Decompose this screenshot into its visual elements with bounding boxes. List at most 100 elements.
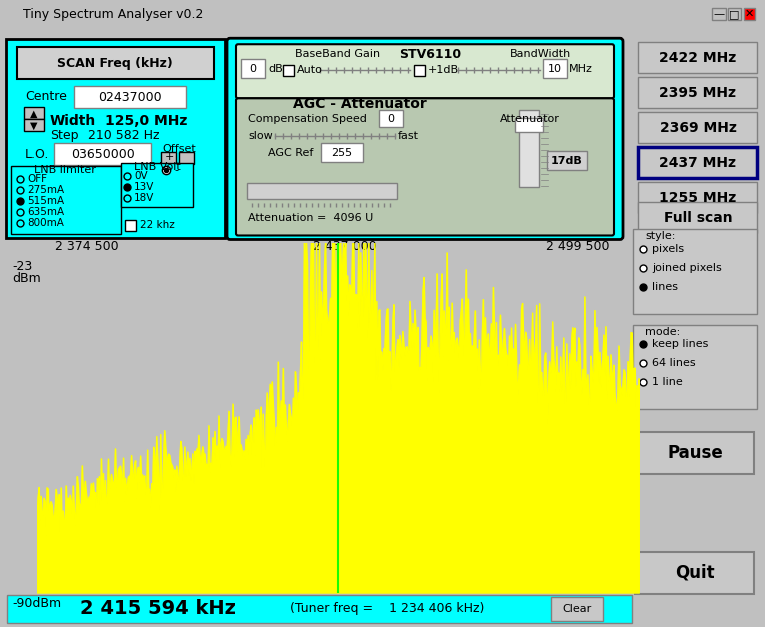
Text: 2369 MHz: 2369 MHz	[659, 122, 737, 135]
Text: 800mA: 800mA	[27, 218, 63, 228]
FancyBboxPatch shape	[284, 65, 295, 76]
Text: Attenuation =  4096 U: Attenuation = 4096 U	[248, 213, 373, 223]
Text: +: +	[164, 152, 174, 162]
Text: 18V: 18V	[134, 194, 155, 203]
Text: Tiny Spectrum Analyser v0.2: Tiny Spectrum Analyser v0.2	[23, 8, 203, 21]
Text: 255: 255	[331, 149, 353, 159]
Text: Clear: Clear	[562, 604, 591, 614]
Text: 0V: 0V	[134, 171, 148, 181]
Text: LNB limiter: LNB limiter	[34, 166, 96, 176]
Text: 0: 0	[249, 65, 256, 74]
FancyBboxPatch shape	[6, 40, 225, 238]
Text: lines: lines	[652, 282, 678, 292]
FancyBboxPatch shape	[7, 595, 632, 623]
Text: Centre: Centre	[25, 90, 67, 103]
Text: L.O.: L.O.	[25, 148, 50, 161]
FancyBboxPatch shape	[24, 119, 44, 131]
Text: 1 line: 1 line	[652, 377, 682, 387]
Text: —: —	[714, 9, 724, 19]
FancyBboxPatch shape	[551, 597, 603, 621]
FancyBboxPatch shape	[74, 87, 186, 108]
FancyBboxPatch shape	[125, 220, 136, 231]
FancyBboxPatch shape	[543, 60, 567, 78]
Text: -90dBm: -90dBm	[12, 598, 61, 611]
Text: 125,0 MHz: 125,0 MHz	[105, 114, 187, 129]
FancyBboxPatch shape	[635, 552, 754, 594]
Text: LNB Volt: LNB Volt	[134, 162, 181, 172]
Text: 2 415 594 kHz: 2 415 594 kHz	[80, 599, 236, 618]
Text: Attenuator: Attenuator	[500, 114, 560, 124]
Text: 02437000: 02437000	[98, 91, 162, 104]
Text: 515mA: 515mA	[27, 196, 64, 206]
Text: fast: fast	[398, 132, 419, 141]
FancyBboxPatch shape	[415, 65, 425, 76]
Text: Width: Width	[50, 114, 96, 129]
Text: AGC Ref: AGC Ref	[268, 149, 314, 159]
Text: 2395 MHz: 2395 MHz	[659, 87, 737, 100]
Text: 210 582 Hz: 210 582 Hz	[88, 129, 159, 142]
Text: MHz: MHz	[569, 65, 593, 74]
Text: slow: slow	[248, 132, 273, 141]
Text: AGC - Attenuator: AGC - Attenuator	[293, 97, 427, 112]
FancyBboxPatch shape	[633, 229, 757, 314]
Text: ▲: ▲	[31, 108, 37, 119]
FancyBboxPatch shape	[180, 152, 194, 164]
Text: (Tuner freq =    1 234 406 kHz): (Tuner freq = 1 234 406 kHz)	[290, 603, 484, 616]
FancyBboxPatch shape	[161, 152, 177, 164]
Text: pixels: pixels	[652, 243, 684, 253]
FancyBboxPatch shape	[515, 119, 543, 132]
Text: BandWidth: BandWidth	[510, 50, 571, 59]
FancyBboxPatch shape	[547, 151, 587, 171]
Text: ✕: ✕	[745, 9, 754, 19]
FancyBboxPatch shape	[241, 60, 265, 78]
FancyBboxPatch shape	[54, 144, 151, 166]
FancyBboxPatch shape	[638, 182, 757, 213]
FancyBboxPatch shape	[236, 98, 614, 236]
Text: 03650000: 03650000	[71, 148, 135, 161]
Text: Full scan: Full scan	[664, 211, 732, 226]
Text: 2 499 500: 2 499 500	[546, 240, 610, 253]
Text: OFF: OFF	[27, 174, 47, 184]
Text: mode:: mode:	[645, 327, 680, 337]
Text: 635mA: 635mA	[27, 208, 64, 218]
Text: Step: Step	[50, 129, 79, 142]
FancyBboxPatch shape	[11, 166, 121, 234]
FancyBboxPatch shape	[638, 112, 757, 144]
FancyBboxPatch shape	[638, 42, 757, 73]
FancyBboxPatch shape	[17, 47, 214, 79]
Text: BaseBand Gain: BaseBand Gain	[295, 50, 380, 59]
Text: SCAN Freq (kHz): SCAN Freq (kHz)	[57, 57, 173, 70]
FancyBboxPatch shape	[519, 110, 539, 187]
Text: -23: -23	[12, 260, 32, 273]
Text: 2 374 500: 2 374 500	[55, 240, 119, 253]
FancyBboxPatch shape	[121, 164, 193, 208]
Text: Pause: Pause	[667, 444, 723, 461]
Text: 10: 10	[548, 65, 562, 74]
FancyBboxPatch shape	[321, 144, 363, 162]
Text: keep lines: keep lines	[652, 339, 708, 349]
FancyBboxPatch shape	[247, 184, 397, 199]
Text: dBm: dBm	[12, 272, 41, 285]
Text: +1dB: +1dB	[428, 65, 459, 75]
Text: Compensation Speed: Compensation Speed	[248, 114, 367, 124]
Text: 17dB: 17dB	[551, 156, 583, 166]
Text: 0: 0	[388, 114, 395, 124]
Text: ▼: ▼	[31, 120, 37, 130]
Text: Offset: Offset	[162, 144, 196, 154]
Text: 2 437 000: 2 437 000	[313, 240, 377, 253]
Text: 275mA: 275mA	[27, 186, 64, 196]
FancyBboxPatch shape	[638, 203, 757, 233]
FancyBboxPatch shape	[638, 77, 757, 108]
FancyBboxPatch shape	[24, 107, 44, 119]
FancyBboxPatch shape	[635, 432, 754, 474]
Text: Quit: Quit	[675, 564, 715, 582]
Text: 13V: 13V	[134, 182, 155, 192]
Text: 64 lines: 64 lines	[652, 357, 695, 367]
FancyBboxPatch shape	[227, 38, 623, 240]
Text: 22 khz: 22 khz	[140, 221, 174, 231]
Text: joined pixels: joined pixels	[652, 263, 721, 273]
Text: -: -	[174, 166, 178, 176]
Text: 1255 MHz: 1255 MHz	[659, 191, 737, 206]
FancyBboxPatch shape	[633, 325, 757, 409]
Text: 2437 MHz: 2437 MHz	[659, 156, 737, 171]
